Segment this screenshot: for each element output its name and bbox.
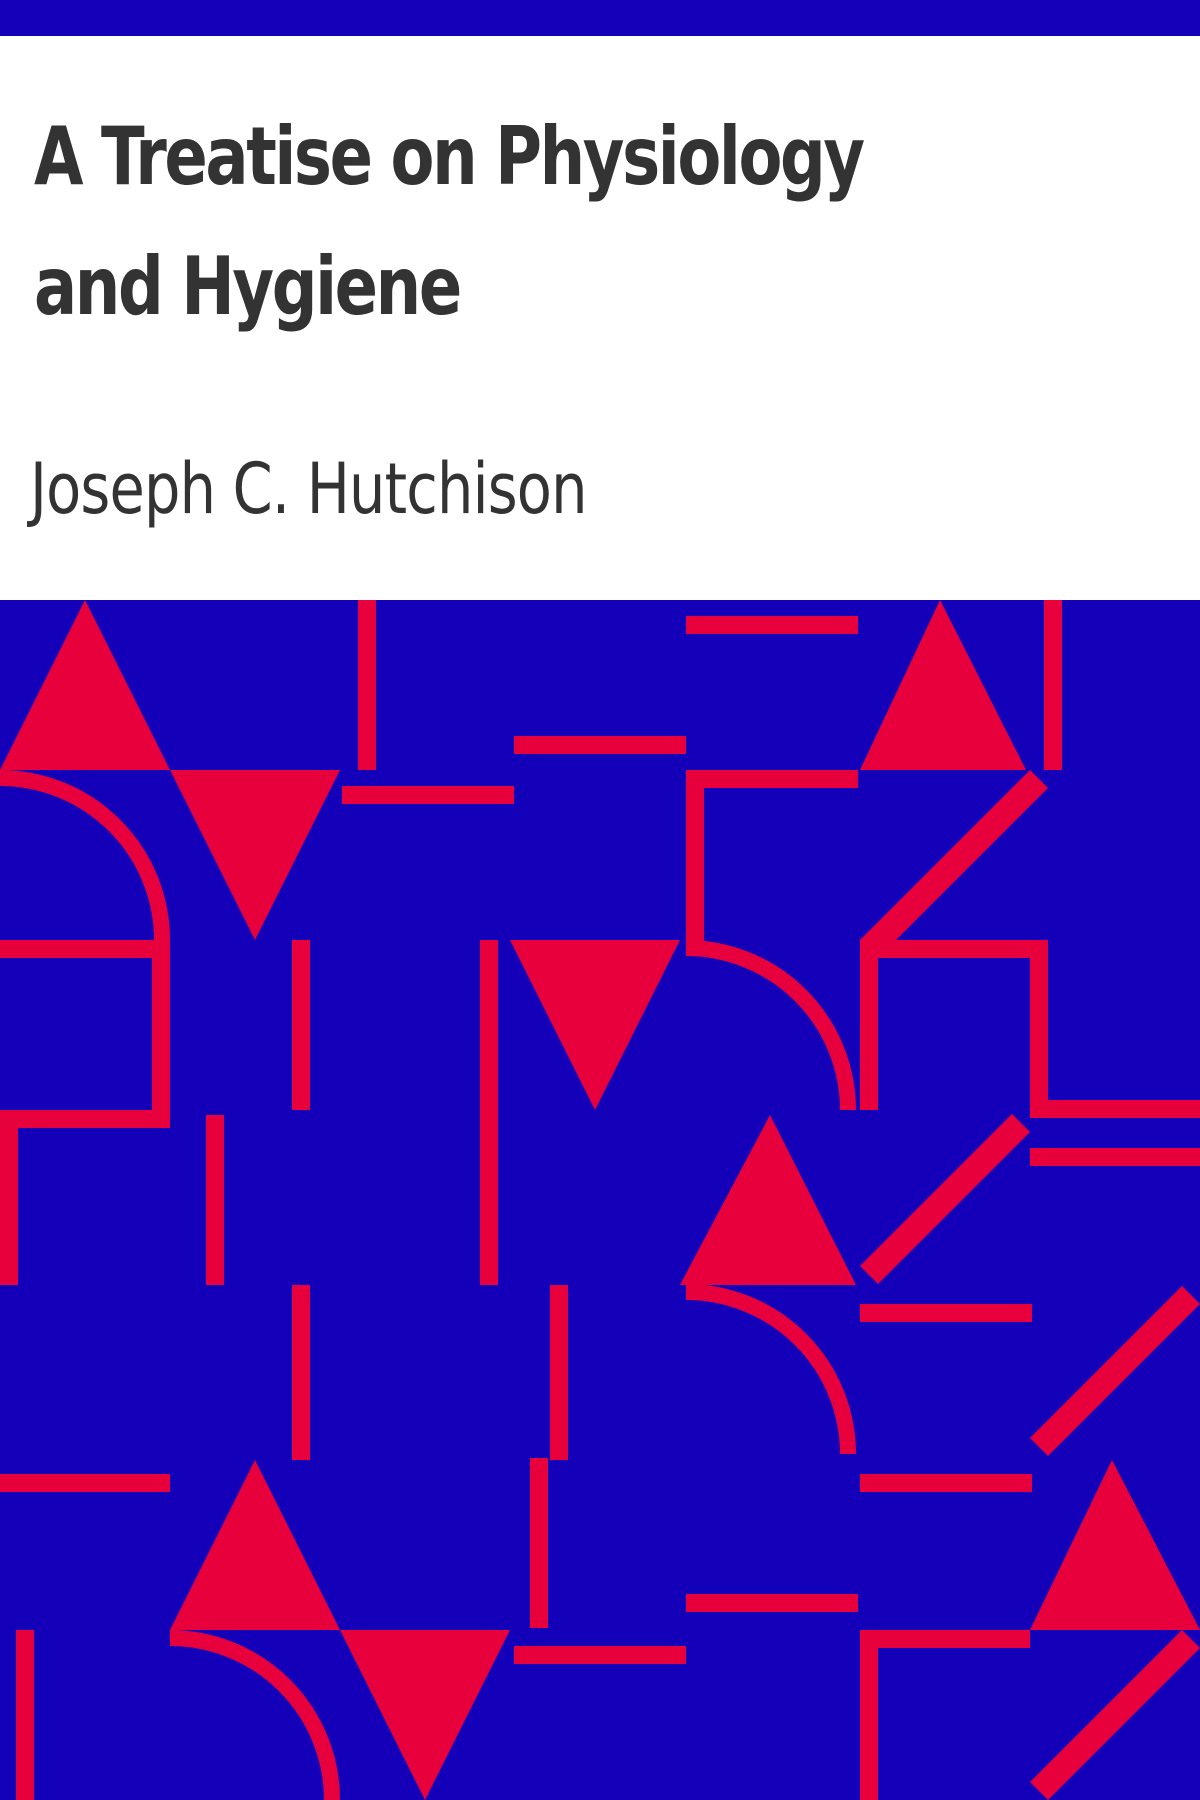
pattern-triangle-up: [860, 600, 1026, 770]
pattern-bar: [206, 1115, 224, 1285]
pattern-diagonal: [1030, 1286, 1200, 1456]
geometric-pattern: Project Gutenberg: [0, 600, 1200, 1800]
pattern-bar: [686, 1594, 858, 1612]
pattern-bar: [1030, 1100, 1200, 1118]
pattern-bar: [152, 940, 170, 1128]
pattern-bar: [342, 786, 514, 804]
pattern-bar: [686, 770, 704, 942]
pattern-triangle-up: [1030, 1460, 1200, 1630]
pattern-bar: [292, 940, 310, 1110]
book-author: Joseph C. Hutchison: [30, 448, 587, 530]
pattern-arc: [169, 1630, 340, 1800]
pattern-diagonal: [860, 770, 1048, 958]
pattern-bar: [514, 736, 686, 754]
pattern-bar: [550, 1285, 568, 1460]
pattern-triangle-up: [680, 1115, 856, 1285]
pattern-triangle-down: [170, 770, 340, 940]
pattern-diagonal: [1030, 1630, 1200, 1800]
pattern-bar: [1030, 940, 1048, 1110]
pattern-bar: [860, 1474, 1032, 1492]
pattern-arc: [685, 940, 856, 1111]
book-title: A Treatise on Physiology and Hygiene: [34, 110, 865, 333]
pattern-bar: [358, 600, 376, 770]
pattern-arc: [0, 770, 170, 941]
pattern-arc: [685, 1284, 856, 1455]
top-color-band: [0, 0, 1200, 36]
pattern-bar: [686, 616, 858, 634]
pattern-bar: [0, 1110, 170, 1128]
pattern-bar: [16, 1630, 34, 1800]
pattern-triangle-up: [0, 600, 170, 770]
pattern-bar: [860, 940, 1048, 958]
pattern-bar: [860, 1630, 1030, 1648]
title-block: A Treatise on Physiology and Hygiene Jos…: [0, 36, 1200, 600]
pattern-bar: [480, 940, 498, 1285]
pattern-triangle-down: [340, 1630, 510, 1800]
pattern-diagonal: [860, 1114, 1030, 1284]
pattern-bar: [1044, 600, 1062, 770]
pattern-triangle-down: [510, 940, 680, 1110]
pattern-bar: [1030, 1148, 1200, 1166]
pattern-bar: [0, 1110, 18, 1285]
pattern-bar: [514, 1646, 686, 1664]
pattern-artwork: [0, 600, 1200, 1800]
pattern-bar: [860, 1304, 1032, 1322]
pattern-bar: [0, 940, 170, 958]
pattern-bar: [860, 940, 878, 1110]
pattern-bar: [530, 1458, 548, 1628]
pattern-triangle-up: [170, 1460, 340, 1630]
pattern-bar: [860, 1630, 878, 1800]
pattern-bar: [0, 1474, 170, 1492]
pattern-bar: [686, 770, 858, 788]
pattern-bar: [292, 1285, 310, 1460]
